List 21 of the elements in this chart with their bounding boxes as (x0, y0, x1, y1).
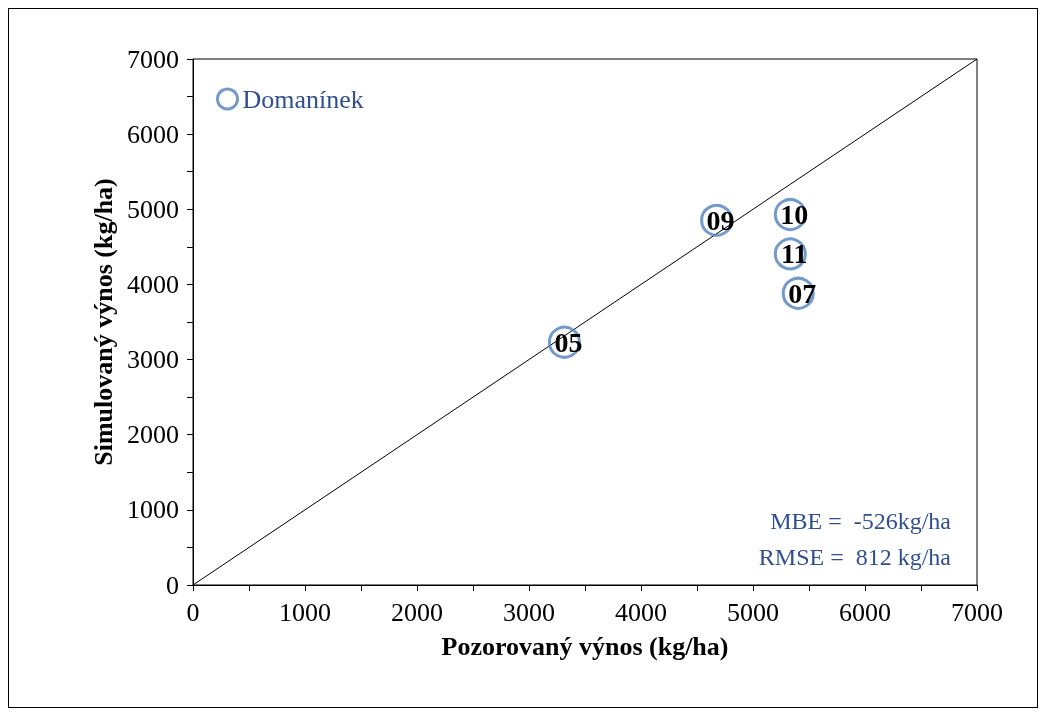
x-tick-label: 1000 (279, 597, 331, 627)
y-tick-label: 6000 (127, 119, 179, 149)
x-tick-label: 0 (186, 597, 200, 627)
x-tick-label: 4000 (615, 597, 667, 627)
x-tick-label: 3000 (503, 597, 555, 627)
x-tick-label: 5000 (727, 597, 779, 627)
x-tick-label: 6000 (839, 597, 891, 627)
y-axis-title: Simulovaný výnos (kg/ha) (88, 178, 118, 466)
x-tick-label: 7000 (951, 597, 1003, 627)
y-tick-label: 3000 (127, 345, 179, 375)
x-axis-title: Pozorovaný výnos (kg/ha) (441, 631, 729, 661)
y-tick-label: 7000 (127, 44, 179, 74)
x-tick-label: 2000 (391, 597, 443, 627)
y-tick-label: 0 (166, 570, 179, 600)
annotation: MBE = -526kg/ha (770, 508, 952, 534)
y-tick-label: 2000 (127, 420, 179, 450)
annotation: RMSE = 812 kg/ha (758, 544, 952, 570)
y-tick-label: 5000 (127, 194, 179, 224)
y-tick-label: 4000 (127, 269, 179, 299)
legend-label: Domanínek (242, 84, 364, 114)
y-tick-label: 1000 (127, 495, 179, 525)
